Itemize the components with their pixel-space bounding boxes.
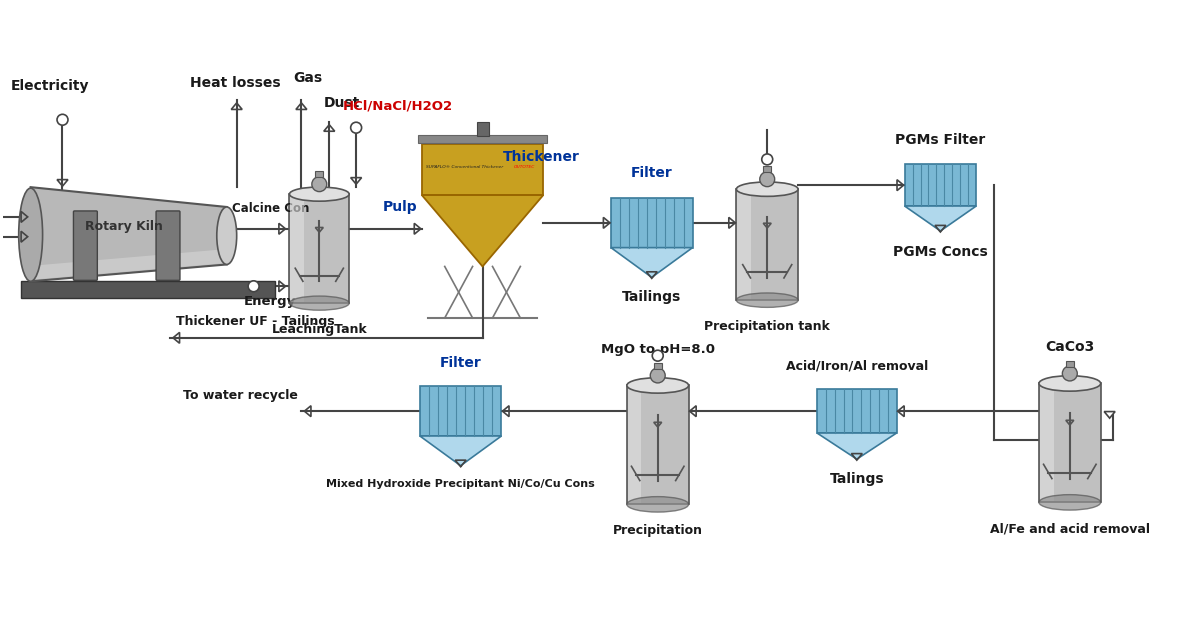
Circle shape: [312, 177, 326, 191]
Ellipse shape: [1039, 495, 1100, 510]
Bar: [654, 363, 661, 368]
PathPatch shape: [420, 436, 502, 466]
Bar: [420, 387, 502, 436]
Text: HCl/NaCl/H2O2: HCl/NaCl/H2O2: [343, 99, 454, 113]
Bar: [1040, 384, 1054, 501]
Circle shape: [653, 350, 664, 361]
Ellipse shape: [217, 207, 236, 265]
Ellipse shape: [626, 497, 689, 512]
PathPatch shape: [36, 249, 232, 279]
Text: Pulp: Pulp: [383, 200, 418, 214]
Text: PGMs Filter: PGMs Filter: [895, 132, 985, 146]
PathPatch shape: [31, 187, 227, 281]
Ellipse shape: [289, 296, 349, 310]
Bar: [1066, 361, 1074, 366]
Text: Heat losses: Heat losses: [190, 76, 281, 90]
Text: PGMs Concs: PGMs Concs: [893, 245, 988, 259]
PathPatch shape: [905, 206, 977, 231]
Text: Energy: Energy: [244, 294, 296, 308]
Bar: [817, 389, 896, 433]
Text: CaCo3: CaCo3: [1045, 340, 1094, 354]
PathPatch shape: [817, 433, 896, 459]
Text: OUTOTEC: OUTOTEC: [514, 165, 535, 169]
Text: Tailings: Tailings: [622, 290, 682, 304]
Ellipse shape: [19, 188, 42, 281]
FancyBboxPatch shape: [156, 211, 180, 280]
Bar: [418, 135, 547, 142]
Circle shape: [248, 281, 259, 292]
Ellipse shape: [737, 293, 798, 307]
Circle shape: [760, 172, 775, 186]
Text: Calcine Con: Calcine Con: [232, 202, 310, 215]
Text: LeachingTank: LeachingTank: [271, 323, 367, 336]
Bar: [905, 164, 977, 206]
Text: Mixed Hydroxide Precipitant Ni/Co/Cu Cons: Mixed Hydroxide Precipitant Ni/Co/Cu Con…: [326, 478, 595, 488]
Circle shape: [1062, 366, 1078, 381]
Text: Thickener UF - Tailings: Thickener UF - Tailings: [176, 315, 335, 328]
Ellipse shape: [1039, 376, 1100, 391]
Text: Gas: Gas: [294, 71, 323, 85]
PathPatch shape: [422, 195, 544, 266]
Text: Acid/Iron/Al removal: Acid/Iron/Al removal: [786, 359, 928, 373]
Text: Filter: Filter: [631, 166, 673, 180]
Text: Al/Fe and acid removal: Al/Fe and acid removal: [990, 522, 1150, 536]
Text: SUPAFLO® Conventional Thickener: SUPAFLO® Conventional Thickener: [426, 165, 503, 169]
Circle shape: [58, 114, 68, 125]
Text: Rotary Kiln: Rotary Kiln: [85, 220, 163, 233]
Bar: [611, 198, 692, 247]
Bar: [289, 194, 349, 303]
Bar: [316, 171, 323, 177]
Bar: [628, 387, 642, 503]
Text: Precipitation tank: Precipitation tank: [704, 320, 830, 333]
Text: Electricity: Electricity: [11, 79, 89, 93]
Bar: [422, 144, 544, 195]
FancyBboxPatch shape: [73, 211, 97, 280]
Bar: [20, 281, 275, 298]
Ellipse shape: [626, 378, 689, 393]
Bar: [763, 167, 772, 172]
Circle shape: [762, 154, 773, 165]
Bar: [290, 195, 304, 302]
Bar: [626, 385, 689, 504]
PathPatch shape: [611, 247, 692, 277]
Text: Thickener: Thickener: [503, 151, 580, 165]
Text: Precipitation: Precipitation: [613, 524, 703, 537]
Ellipse shape: [289, 187, 349, 201]
Bar: [737, 190, 751, 299]
Circle shape: [650, 368, 665, 383]
Bar: [737, 189, 798, 300]
Text: MgO to pH=8.0: MgO to pH=8.0: [601, 343, 715, 356]
Text: Filter: Filter: [439, 356, 481, 370]
Bar: [476, 121, 488, 135]
Text: Dust: Dust: [323, 96, 360, 110]
Bar: [1039, 384, 1100, 502]
Ellipse shape: [737, 182, 798, 197]
Text: Talings: Talings: [829, 472, 884, 486]
Circle shape: [350, 122, 361, 133]
Text: To water recycle: To water recycle: [182, 389, 298, 402]
